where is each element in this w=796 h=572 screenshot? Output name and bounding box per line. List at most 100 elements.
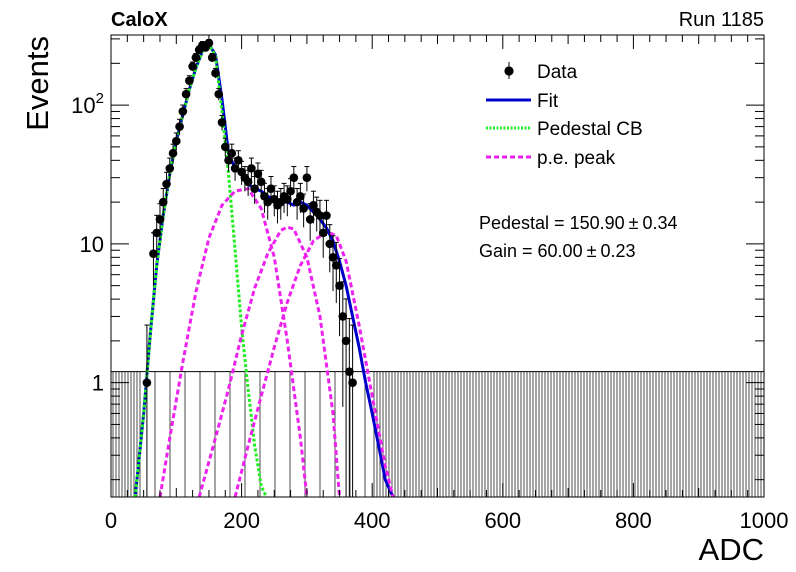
x-tick-label: 600 — [484, 508, 521, 533]
data-point — [325, 224, 335, 273]
data-point — [191, 52, 201, 62]
data-point — [142, 324, 152, 497]
data-points — [142, 38, 357, 497]
x-tick-label: 0 — [105, 508, 117, 533]
data-point — [178, 104, 188, 119]
data-point — [172, 132, 181, 151]
data-point — [214, 88, 224, 101]
legend-entry-pe-peak: p.e. peak — [486, 148, 616, 169]
data-marker — [318, 228, 328, 238]
data-marker — [155, 215, 165, 224]
data-point — [181, 88, 191, 101]
data-marker — [224, 156, 233, 165]
data-marker — [211, 68, 220, 78]
data-marker — [348, 378, 357, 387]
data-marker — [234, 156, 243, 165]
data-point — [348, 324, 357, 497]
data-marker — [230, 164, 240, 173]
data-marker — [253, 169, 263, 179]
data-point — [309, 190, 318, 224]
data-marker — [185, 76, 194, 85]
header-left-label: CaloX — [111, 9, 168, 31]
curve-p-e-peak-3 — [233, 230, 395, 497]
legend-entry-fit: Fit — [486, 91, 559, 112]
data-marker — [175, 122, 184, 131]
x-tick-label: 1000 — [740, 508, 789, 533]
x-tick-label: 400 — [354, 508, 391, 533]
data-marker — [188, 62, 197, 71]
data-point — [149, 232, 158, 286]
y-tick-label: 10 — [80, 232, 104, 257]
data-marker — [345, 367, 354, 376]
data-marker — [158, 197, 168, 207]
legend: Data Fit Pedestal CB p.e. peak — [486, 62, 643, 169]
data-point — [247, 157, 256, 181]
data-point — [227, 143, 237, 164]
curve-p-e-peak-1 — [158, 187, 309, 497]
data-point — [158, 187, 168, 220]
data-marker — [263, 197, 273, 207]
data-point — [341, 298, 351, 497]
x-tick-label: 800 — [615, 508, 652, 533]
data-marker — [305, 215, 315, 224]
data-point — [315, 199, 325, 236]
data-point — [335, 258, 344, 337]
data-marker — [302, 173, 312, 182]
data-marker — [315, 211, 325, 220]
data-marker — [328, 253, 338, 262]
data-marker — [335, 281, 344, 290]
data-point — [220, 137, 230, 157]
gain-result: Gain = 60.00 ±0.23 — [479, 241, 636, 261]
data-point — [331, 241, 341, 303]
data-point — [256, 169, 266, 197]
data-marker — [204, 38, 214, 48]
data-marker — [207, 53, 217, 62]
data-point — [175, 118, 184, 135]
curve-fit — [133, 42, 395, 497]
data-point — [165, 157, 175, 181]
y-tick-label: 1 — [92, 371, 104, 396]
data-marker — [341, 336, 351, 346]
data-marker — [142, 378, 152, 387]
data-marker — [191, 53, 201, 62]
x-axis-title: ADC — [699, 532, 764, 567]
y-tick-label: 102 — [71, 90, 104, 118]
data-marker — [152, 228, 162, 238]
data-marker — [250, 184, 259, 193]
data-point — [345, 318, 354, 497]
data-point — [318, 214, 328, 258]
data-marker — [149, 249, 158, 258]
data-marker — [338, 312, 348, 321]
legend-label-fit: Fit — [537, 91, 559, 112]
data-marker — [181, 89, 191, 99]
data-point — [211, 67, 220, 79]
curve-p-e-peak-2 — [197, 225, 341, 497]
data-marker — [178, 107, 188, 116]
data-point — [289, 166, 299, 192]
data-point — [207, 52, 217, 62]
data-marker — [289, 173, 299, 182]
header-right-label: Run 1185 — [679, 9, 764, 31]
data-point — [322, 199, 331, 236]
data-marker — [162, 179, 171, 189]
legend-label-pe-peak: p.e. peak — [537, 148, 616, 169]
data-point — [168, 143, 178, 164]
legend-entry-data: Data — [504, 62, 578, 83]
data-point — [217, 114, 227, 131]
data-marker — [325, 239, 335, 249]
x-tick-label: 200 — [223, 508, 260, 533]
legend-label-data: Data — [537, 62, 578, 83]
data-marker — [227, 148, 237, 158]
axes: 0 200 400 600 800 1000 1 10 102 — [71, 34, 789, 533]
data-marker — [214, 89, 224, 99]
data-point — [234, 150, 243, 172]
data-marker — [168, 148, 178, 158]
fit-curves — [133, 42, 395, 497]
legend-entry-pedestal: Pedestal CB — [486, 119, 643, 140]
data-point — [250, 175, 259, 204]
data-marker — [322, 211, 331, 220]
data-marker — [283, 194, 292, 204]
fit-results: Pedestal = 150.90 ±0.34 Gain = 60.00 ±0.23 — [479, 213, 678, 261]
uncertainty-band — [111, 371, 764, 497]
y-axis-title: Events — [20, 36, 55, 131]
